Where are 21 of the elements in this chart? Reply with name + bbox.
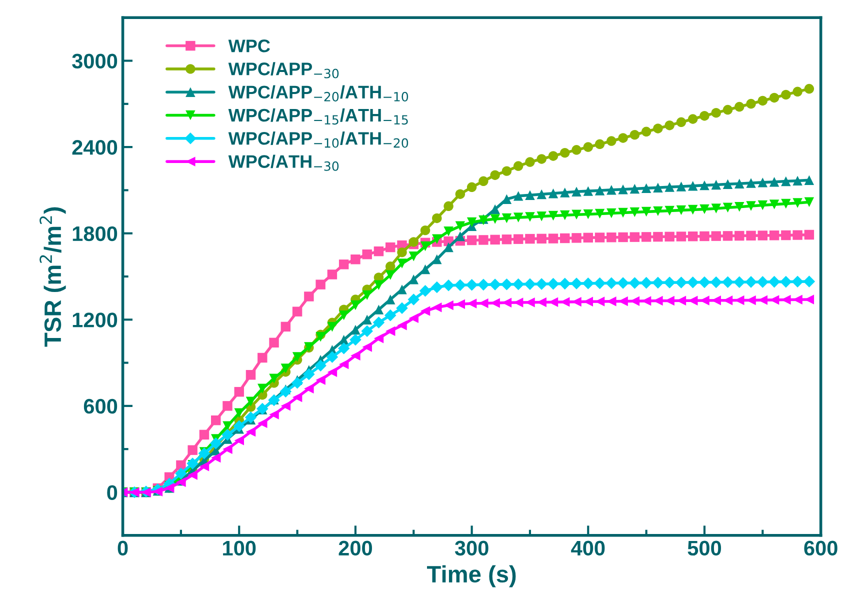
legend-label: WPC/APP$_{−20}$/ATH$_{−10}$	[228, 85, 408, 102]
x-tick-label: 400	[571, 540, 605, 556]
legend-label: WPC/ATH$_{−30}$	[228, 154, 339, 171]
legend-label: WPC	[228, 40, 270, 52]
x-tick-label: 0	[118, 540, 128, 556]
y-tick-label: 2400	[72, 140, 118, 155]
y-tick-label: 1200	[72, 312, 118, 328]
legend-label: WPC/APP$_{−15}$/ATH$_{−15}$	[228, 108, 408, 125]
y-tick-label: 600	[84, 398, 118, 414]
x-tick-label: 200	[338, 540, 372, 556]
y-tick-label: 3000	[72, 54, 118, 69]
x-axis-title: Time (s)	[427, 565, 516, 588]
legend-label: WPC/APP$_{−10}$/ATH$_{−20}$	[228, 132, 408, 148]
x-tick-label: 100	[223, 540, 256, 556]
x-tick-label: 500	[688, 540, 722, 556]
y-tick-label: 0	[107, 485, 118, 500]
x-tick-label: 600	[804, 540, 838, 556]
legend-label: WPC/APP$_{−30}$	[228, 62, 339, 78]
y-axis-title: TSR (m$^{2}$/m$^{2}$)	[40, 207, 66, 347]
y-tick-label: 1800	[72, 226, 118, 242]
x-tick-label: 300	[454, 540, 488, 556]
